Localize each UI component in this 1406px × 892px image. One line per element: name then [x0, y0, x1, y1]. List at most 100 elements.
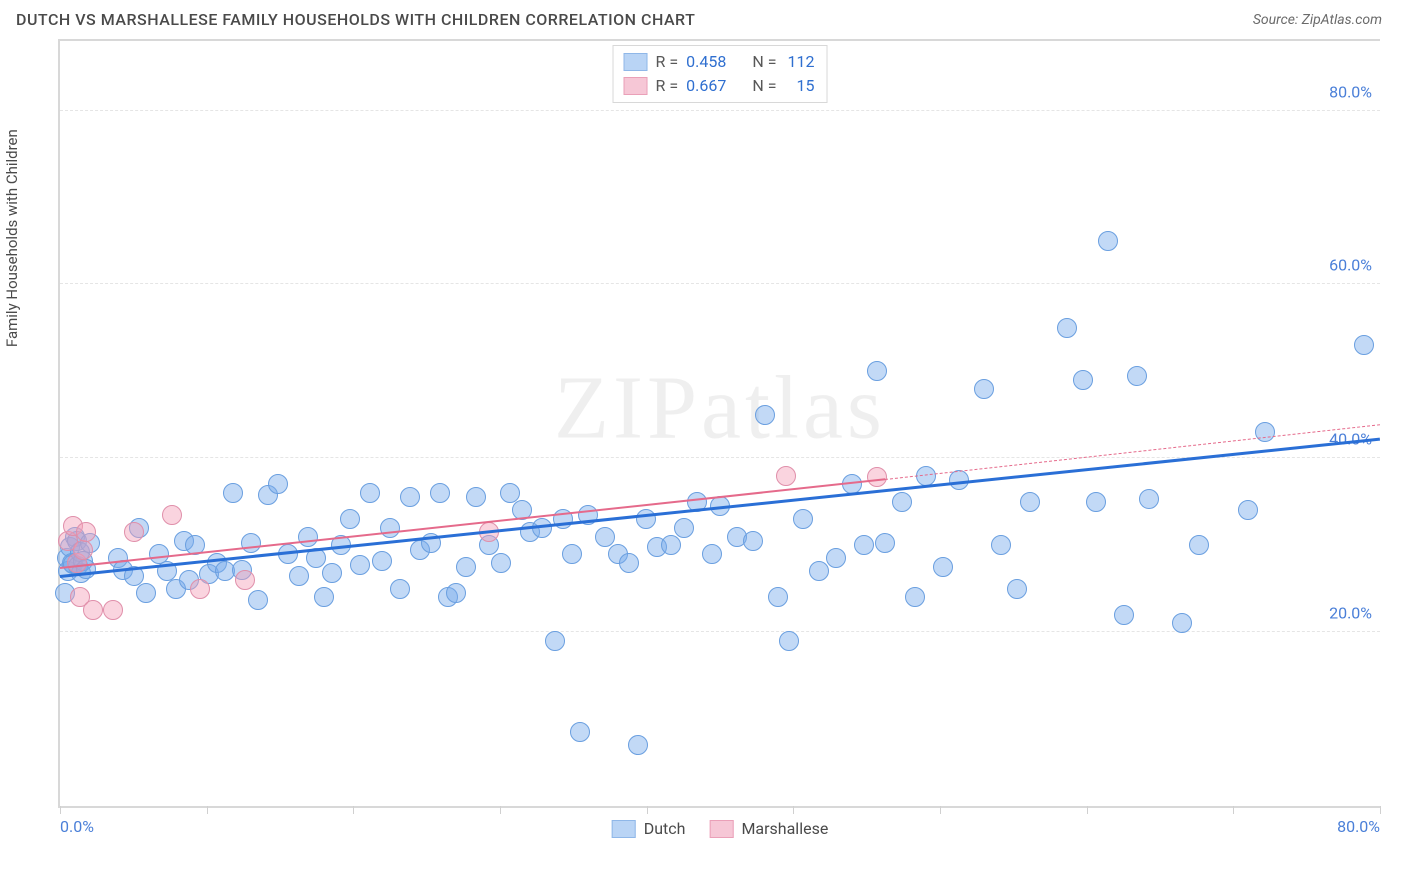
- data-point: [1354, 335, 1374, 355]
- data-point: [779, 631, 799, 651]
- data-point: [298, 527, 318, 547]
- data-point: [636, 509, 656, 529]
- legend-n-value: 112: [784, 50, 814, 74]
- x-tick: [60, 806, 61, 814]
- legend-r-value: 0.458: [686, 50, 726, 74]
- legend-swatch: [624, 77, 648, 95]
- legend-swatch: [709, 820, 733, 838]
- source-attribution: Source: ZipAtlas.com: [1253, 12, 1382, 28]
- legend-r-value: 0.667: [686, 74, 726, 98]
- data-point: [456, 557, 476, 577]
- data-point: [570, 722, 590, 742]
- legend-item: Marshallese: [709, 819, 828, 838]
- data-point: [674, 518, 694, 538]
- data-point: [1020, 492, 1040, 512]
- data-point: [430, 483, 450, 503]
- data-point: [1255, 422, 1275, 442]
- data-point: [826, 548, 846, 568]
- grid-line: [60, 283, 1380, 284]
- data-point: [268, 474, 288, 494]
- y-tick-label: 80.0%: [1329, 82, 1372, 101]
- x-tick-label: 80.0%: [1337, 817, 1380, 836]
- data-point: [1172, 613, 1192, 633]
- legend-row: R = 0.667 N = 15: [624, 74, 815, 98]
- legend-n-label: N =: [752, 74, 776, 98]
- data-point: [340, 509, 360, 529]
- data-point: [875, 533, 895, 553]
- data-point: [103, 600, 123, 620]
- data-point: [793, 509, 813, 529]
- data-point: [1189, 535, 1209, 555]
- legend-n-label: N =: [752, 50, 776, 74]
- data-point: [360, 483, 380, 503]
- data-point: [905, 587, 925, 607]
- data-point: [322, 563, 342, 583]
- header: DUTCH VS MARSHALLESE FAMILY HOUSEHOLDS W…: [0, 0, 1406, 37]
- data-point: [235, 570, 255, 590]
- data-point: [390, 579, 410, 599]
- data-point: [500, 483, 520, 503]
- data-point: [350, 555, 370, 575]
- y-tick-label: 20.0%: [1329, 604, 1372, 623]
- legend-r-label: R =: [656, 74, 679, 98]
- data-point: [1238, 500, 1258, 520]
- data-point: [248, 590, 268, 610]
- data-point: [595, 527, 615, 547]
- x-tick: [207, 806, 208, 814]
- data-point: [400, 487, 420, 507]
- data-point: [466, 487, 486, 507]
- data-point: [83, 600, 103, 620]
- grid-line: [60, 110, 1380, 111]
- legend-swatch: [612, 820, 636, 838]
- data-point: [661, 535, 681, 555]
- data-point: [892, 492, 912, 512]
- legend-swatch: [624, 53, 648, 71]
- chart-title: DUTCH VS MARSHALLESE FAMILY HOUSEHOLDS W…: [16, 10, 695, 29]
- data-point: [380, 518, 400, 538]
- x-tick: [940, 806, 941, 814]
- legend-label: Dutch: [644, 819, 686, 838]
- data-point: [136, 583, 156, 603]
- x-tick: [1233, 806, 1234, 814]
- x-tick: [500, 806, 501, 814]
- legend-n-value: 15: [784, 74, 814, 98]
- data-point: [124, 522, 144, 542]
- data-point: [241, 533, 261, 553]
- data-point: [1139, 489, 1159, 509]
- legend-label: Marshallese: [741, 819, 828, 838]
- data-point: [1007, 579, 1027, 599]
- legend-item: Dutch: [612, 819, 686, 838]
- data-point: [1086, 492, 1106, 512]
- data-point: [1098, 231, 1118, 251]
- data-point: [809, 561, 829, 581]
- data-point: [974, 379, 994, 399]
- plot-area: 20.0%40.0%60.0%80.0%0.0%80.0%ZIPatlasR =…: [58, 39, 1380, 808]
- data-point: [491, 553, 511, 573]
- data-point: [190, 579, 210, 599]
- series-legend: Dutch Marshallese: [612, 819, 829, 838]
- data-point: [768, 587, 788, 607]
- x-tick: [647, 806, 648, 814]
- y-axis-title: Family Households with Children: [3, 129, 21, 347]
- correlation-legend: R = 0.458 N = 112R = 0.667 N = 15: [613, 45, 828, 103]
- x-tick: [793, 806, 794, 814]
- data-point: [73, 540, 93, 560]
- data-point: [162, 505, 182, 525]
- x-tick: [1087, 806, 1088, 814]
- trend-line: [885, 424, 1380, 480]
- data-point: [619, 553, 639, 573]
- x-tick: [1380, 806, 1381, 814]
- data-point: [1114, 605, 1134, 625]
- data-point: [854, 535, 874, 555]
- watermark: ZIPatlas: [554, 357, 886, 460]
- data-point: [562, 544, 582, 564]
- data-point: [867, 361, 887, 381]
- data-point: [755, 405, 775, 425]
- legend-row: R =0.458N =112: [624, 50, 815, 74]
- data-point: [1073, 370, 1093, 390]
- data-point: [933, 557, 953, 577]
- data-point: [702, 544, 722, 564]
- data-point: [76, 522, 96, 542]
- data-point: [289, 566, 309, 586]
- chart-container: Family Households with Children 20.0%40.…: [18, 39, 1388, 854]
